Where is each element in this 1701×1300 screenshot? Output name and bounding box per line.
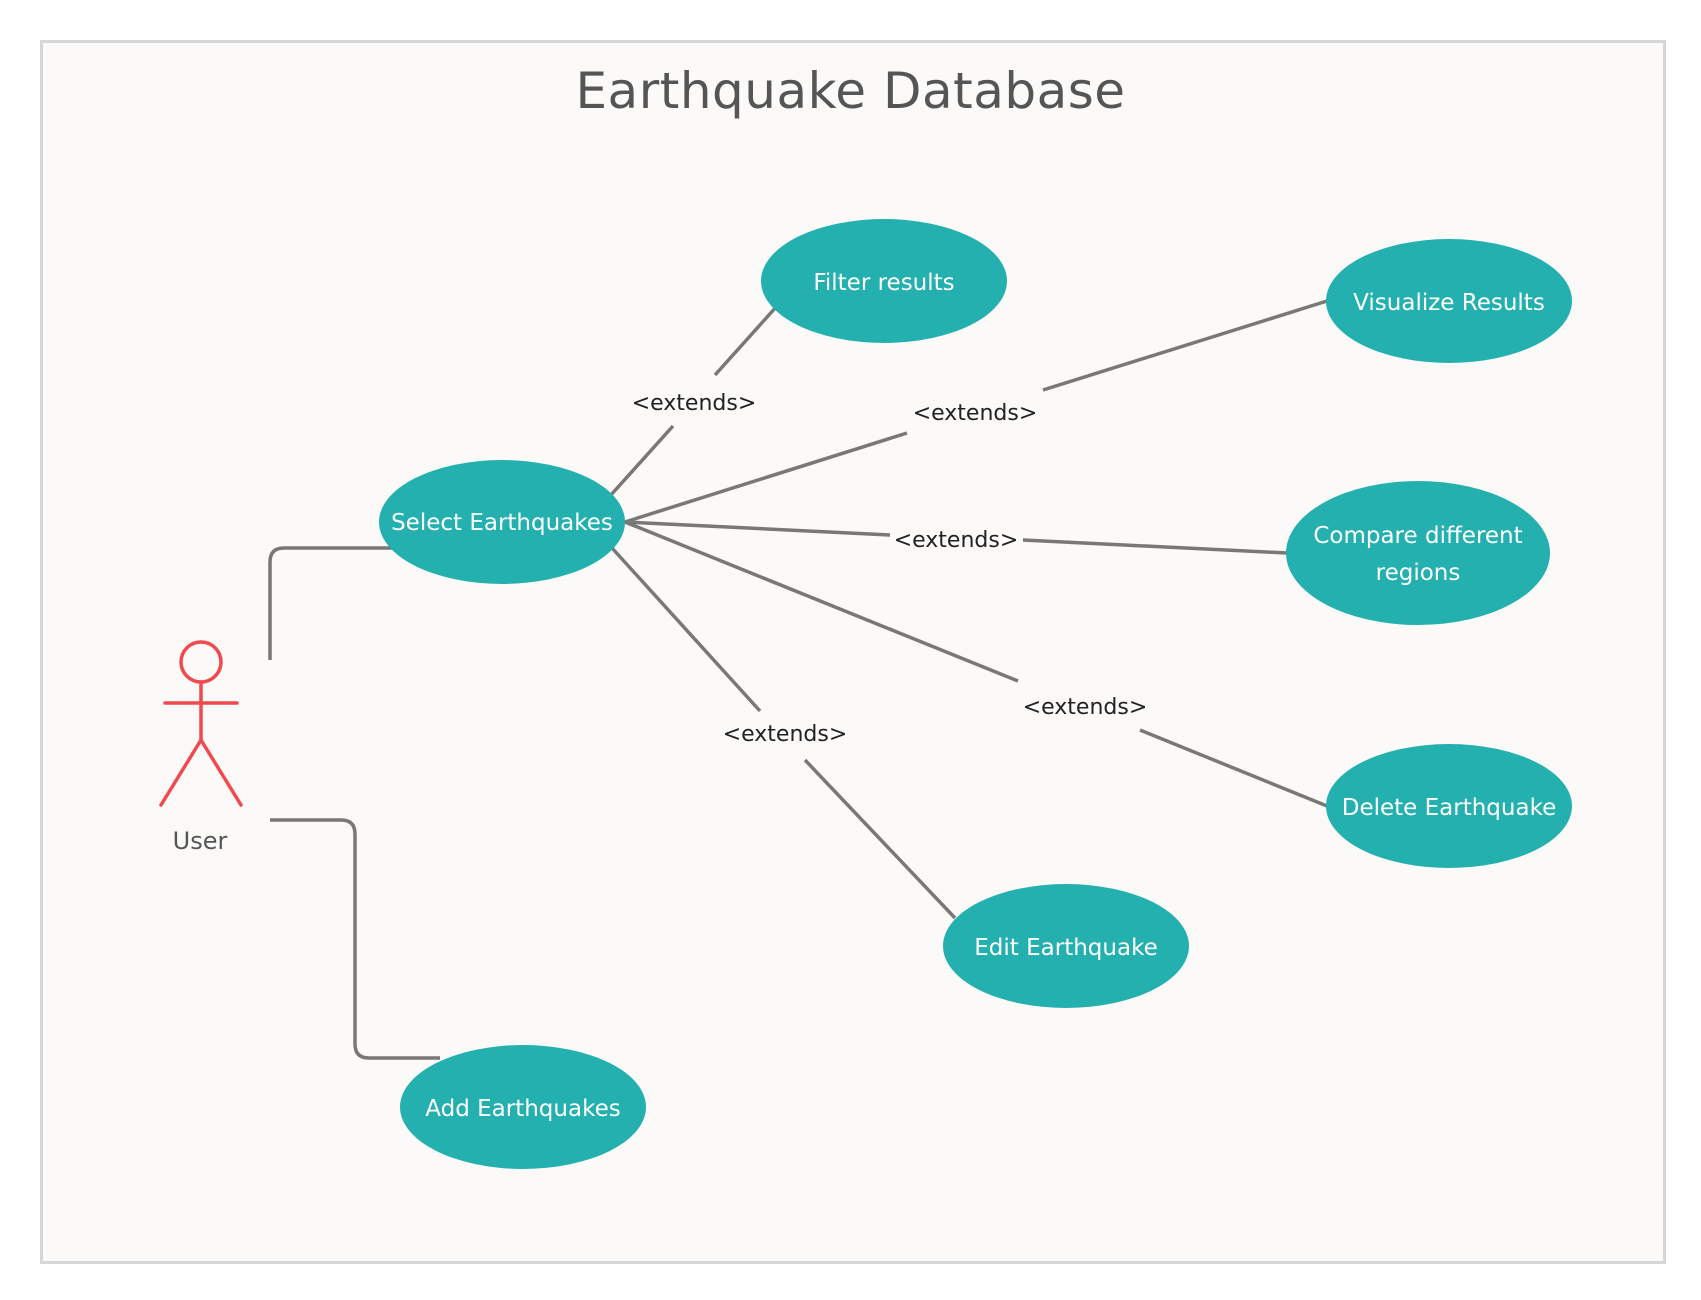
- extends-label-filter: <extends>: [632, 391, 757, 416]
- use-case-label: Visualize Results: [1353, 290, 1545, 316]
- user-actor[interactable]: [159, 640, 243, 807]
- use-case-label-line2: regions: [1376, 560, 1461, 586]
- use-case-label: Delete Earthquake: [1342, 795, 1556, 821]
- connector-filter-extends: [608, 304, 779, 498]
- extends-label-delete: <extends>: [1023, 695, 1148, 720]
- use-case-filter-results[interactable]: Filter results: [761, 219, 1007, 343]
- use-case-label: Filter results: [813, 270, 954, 296]
- use-case-delete-earthquake[interactable]: Delete Earthquake: [1326, 744, 1572, 868]
- connector-compare-extends: [624, 520, 1288, 555]
- extends-label-visualize: <extends>: [913, 401, 1038, 426]
- connector-user-select: [268, 546, 393, 660]
- connector-visualize-extends: [624, 299, 1328, 524]
- use-case-add-earthquakes[interactable]: Add Earthquakes: [400, 1045, 646, 1169]
- use-case-edit-earthquake[interactable]: Edit Earthquake: [943, 884, 1189, 1008]
- use-case-select-earthquakes[interactable]: Select Earthquakes: [379, 460, 625, 584]
- use-case-label-line1: Compare different: [1313, 523, 1522, 549]
- extends-label-edit: <extends>: [723, 722, 848, 747]
- use-case-label: Add Earthquakes: [425, 1096, 620, 1122]
- use-case-label: Select Earthquakes: [391, 510, 613, 536]
- use-case-compare-regions[interactable]: Compare different regions: [1286, 481, 1550, 625]
- use-case-visualize-results[interactable]: Visualize Results: [1326, 239, 1572, 363]
- extends-label-compare: <extends>: [894, 528, 1019, 553]
- use-case-label: Edit Earthquake: [974, 935, 1157, 961]
- diagram-title: Earthquake Database: [575, 62, 1126, 120]
- connector-delete-extends: [624, 520, 1328, 808]
- connector-user-add: [270, 818, 440, 1060]
- connector-edit-extends: [610, 546, 957, 920]
- actor-label: User: [173, 827, 228, 855]
